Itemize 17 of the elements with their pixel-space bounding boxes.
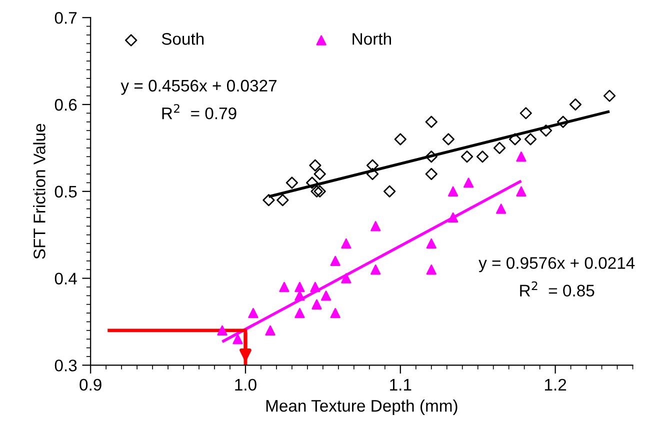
x-tick-label: 1.2 [545,378,566,390]
legend-label: South [162,32,204,45]
y-tick-label: 0.6 [54,98,77,111]
x-tick-label: 1.1 [390,379,412,390]
x-tick-label: 0.9 [80,378,102,391]
x-tick-label: 1.0 [235,378,256,391]
annotation: y = 0.9576x + 0.0214 [478,257,635,272]
x-axis-title: Mean Texture Depth (mm) [266,399,458,416]
y-tick-label: 0.7 [54,12,77,24]
annotation: R$^{2}$ = 0.85 [520,281,594,297]
y-tick-label: 0.4 [54,272,77,285]
y-axis-title: SFT Friction Value [33,124,46,259]
y-tick-label: 0.5 [54,186,77,198]
y-tick-label: 0.3 [54,360,77,372]
annotation: R$^{2}$ = 0.79 [162,104,236,120]
legend-label: North [352,32,391,45]
annotation: y = 0.4556x + 0.0327 [120,80,276,95]
